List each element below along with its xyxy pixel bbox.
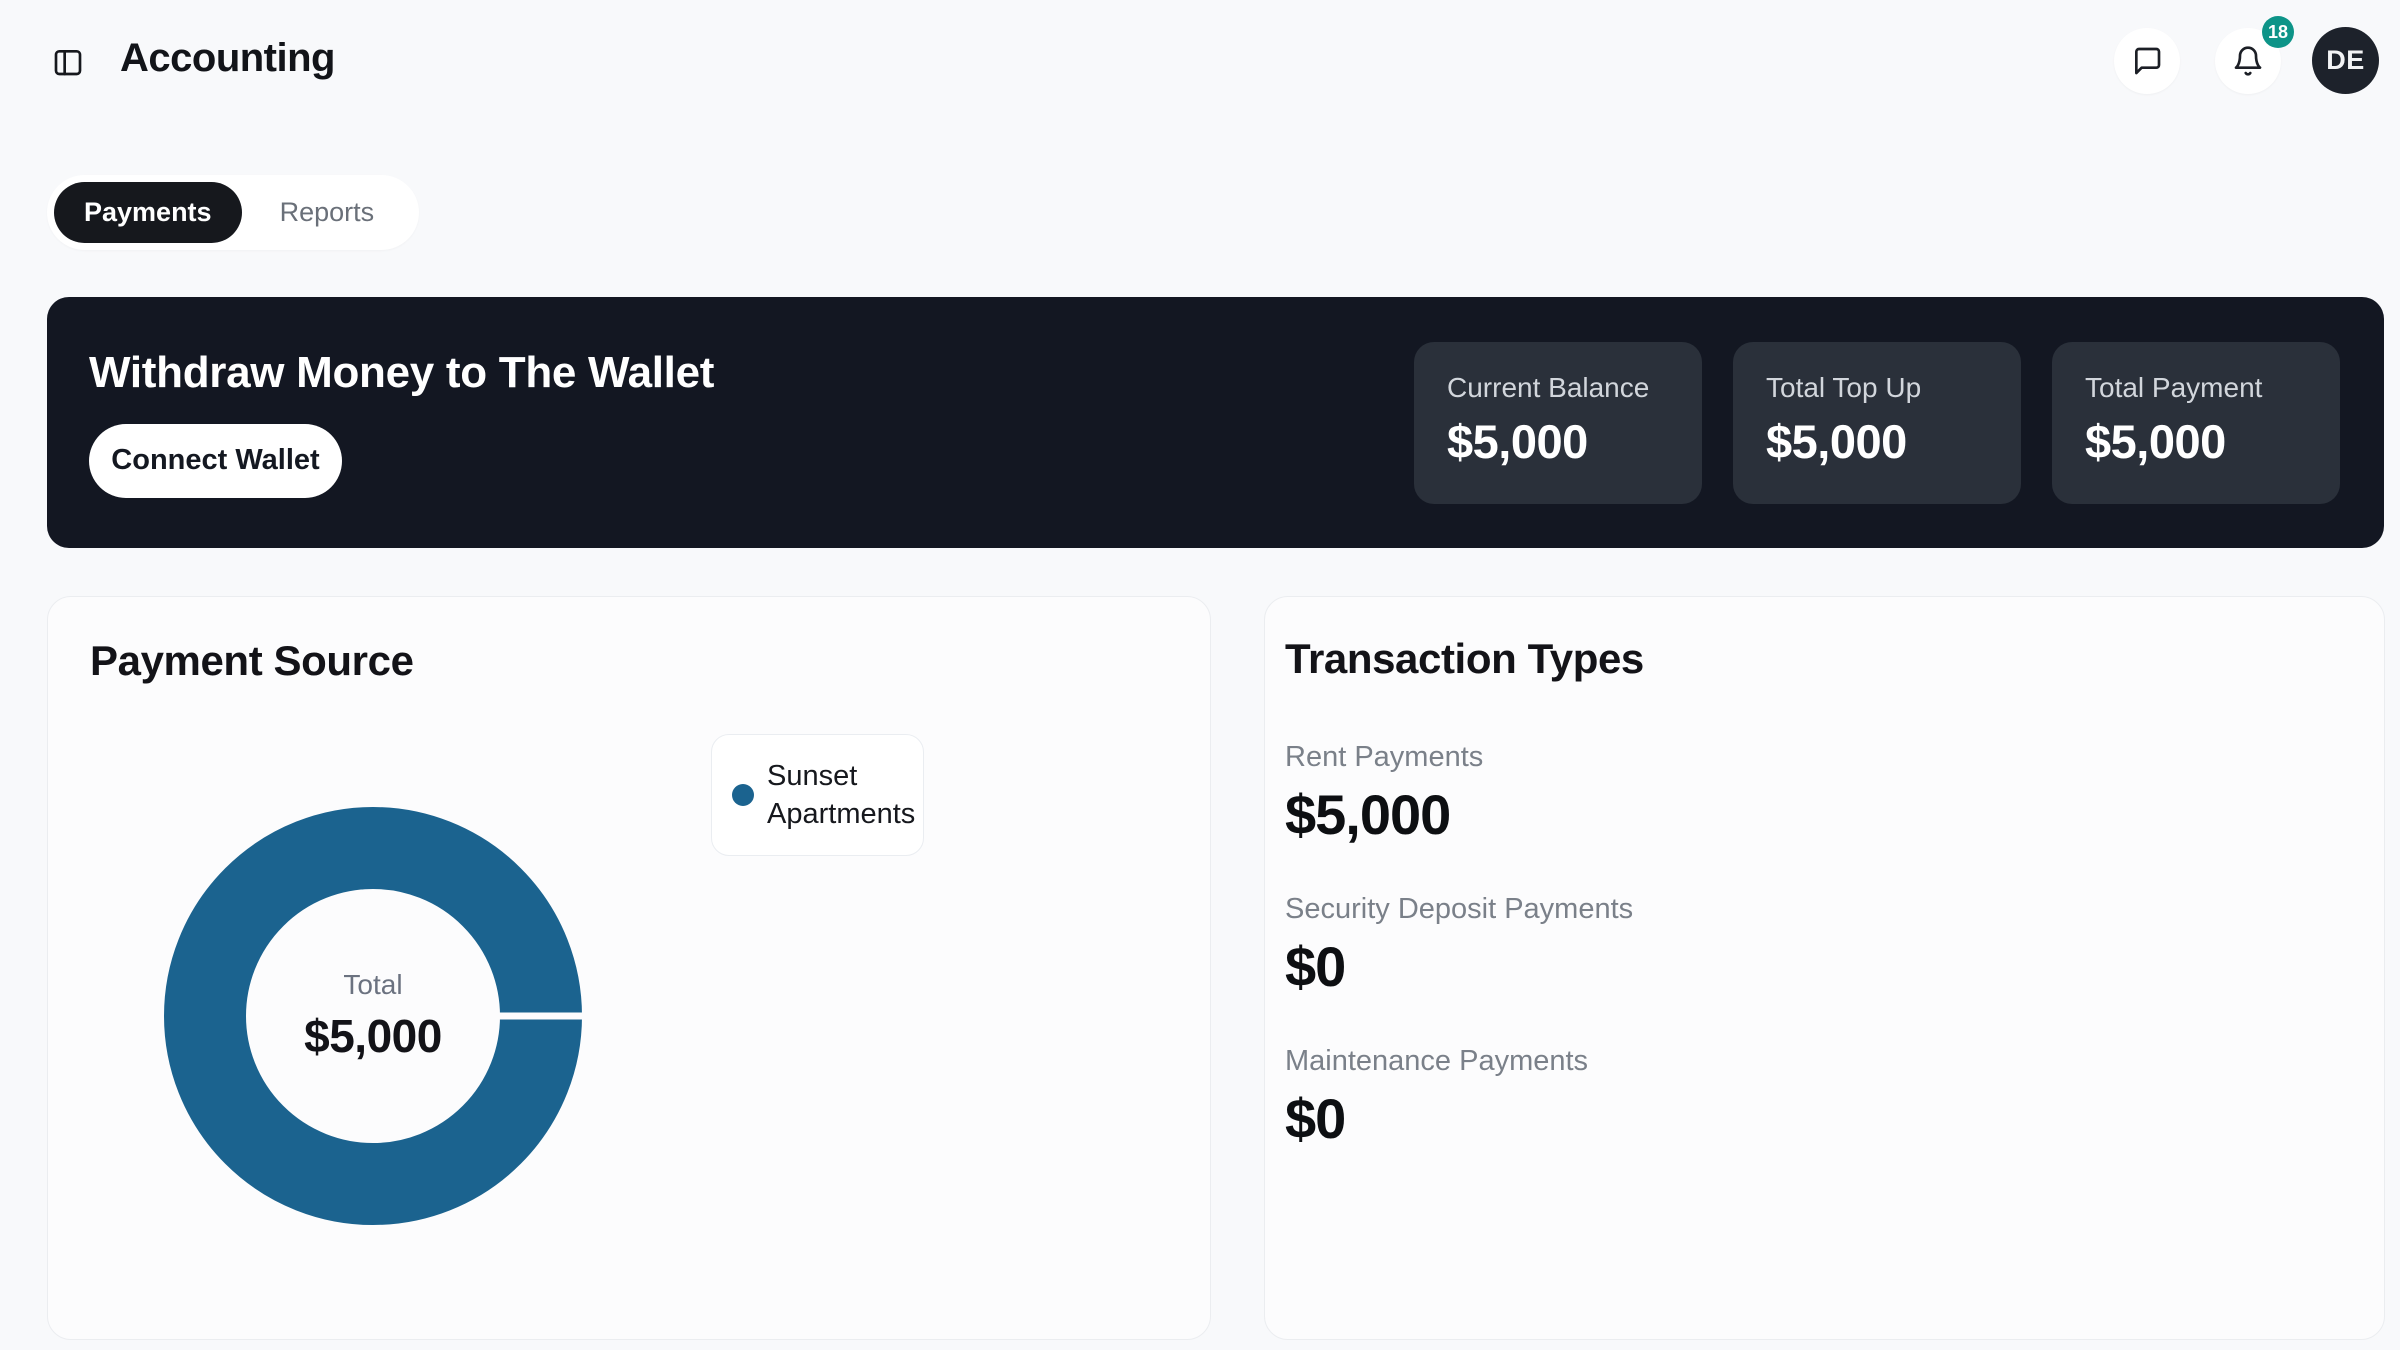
payment-source-donut-chart: Total $5,000 [163, 806, 583, 1226]
transaction-type-maintenance: Maintenance Payments $0 [1285, 1045, 2354, 1151]
chart-legend: Sunset Apartments [711, 734, 924, 856]
tab-payments[interactable]: Payments [54, 182, 242, 243]
stat-label: Total Top Up [1766, 371, 1922, 403]
stat-card-total-top-up: Total Top Up $5,000 [1733, 341, 2021, 504]
stat-value: $5,000 [1447, 414, 1588, 468]
transaction-type-value: $0 [1285, 935, 1346, 998]
bell-icon [2232, 45, 2264, 77]
stat-card-current-balance: Current Balance $5,000 [1414, 341, 1702, 504]
legend-dot [732, 784, 754, 806]
payment-source-title: Payment Source [90, 637, 414, 684]
transaction-type-rent: Rent Payments $5,000 [1285, 741, 2354, 847]
transaction-types-card: Transaction Types Rent Payments $5,000 S… [1264, 596, 2385, 1340]
stat-card-total-payment: Total Payment $5,000 [2052, 341, 2340, 504]
wallet-banner-left: Withdraw Money to The Wallet Connect Wal… [89, 348, 714, 498]
stat-value: $5,000 [1766, 414, 1907, 468]
transaction-types-title: Transaction Types [1285, 635, 1644, 682]
connect-wallet-button[interactable]: Connect Wallet [89, 423, 342, 498]
messages-button[interactable] [2114, 28, 2180, 94]
transaction-type-value: $5,000 [1285, 783, 1451, 846]
stat-value: $5,000 [2085, 414, 2226, 468]
legend-item-sunset-apartments: Sunset Apartments [767, 760, 916, 830]
wallet-banner: Withdraw Money to The Wallet Connect Wal… [47, 297, 2384, 548]
transaction-type-security-deposit: Security Deposit Payments $0 [1285, 893, 2354, 999]
notification-count-badge: 18 [2262, 16, 2294, 48]
tab-bar: Payments Reports [47, 175, 420, 250]
transaction-type-label: Maintenance Payments [1285, 1045, 1589, 1077]
transaction-type-label: Rent Payments [1285, 741, 1484, 773]
app-header: Accounting 18 DE [0, 0, 2400, 130]
panel-left-icon [52, 46, 84, 78]
wallet-stats: Current Balance $5,000 Total Top Up $5,0… [1414, 341, 2340, 504]
tab-reports[interactable]: Reports [242, 182, 413, 243]
chat-bubble-icon [2131, 45, 2163, 77]
wallet-banner-heading: Withdraw Money to The Wallet [89, 347, 715, 397]
payment-source-card: Payment Source Total $5,000 Sunset Apart… [47, 596, 1211, 1340]
stat-label: Total Payment [2085, 371, 2263, 403]
transaction-type-label: Security Deposit Payments [1285, 893, 1634, 925]
sidebar-toggle-button[interactable] [52, 46, 84, 78]
transaction-type-value: $0 [1285, 1087, 1346, 1150]
user-avatar[interactable]: DE [2312, 27, 2379, 94]
donut-segment-sunset-apartments[interactable] [164, 807, 582, 1225]
page-title: Accounting [120, 36, 335, 80]
stat-label: Current Balance [1447, 371, 1650, 403]
